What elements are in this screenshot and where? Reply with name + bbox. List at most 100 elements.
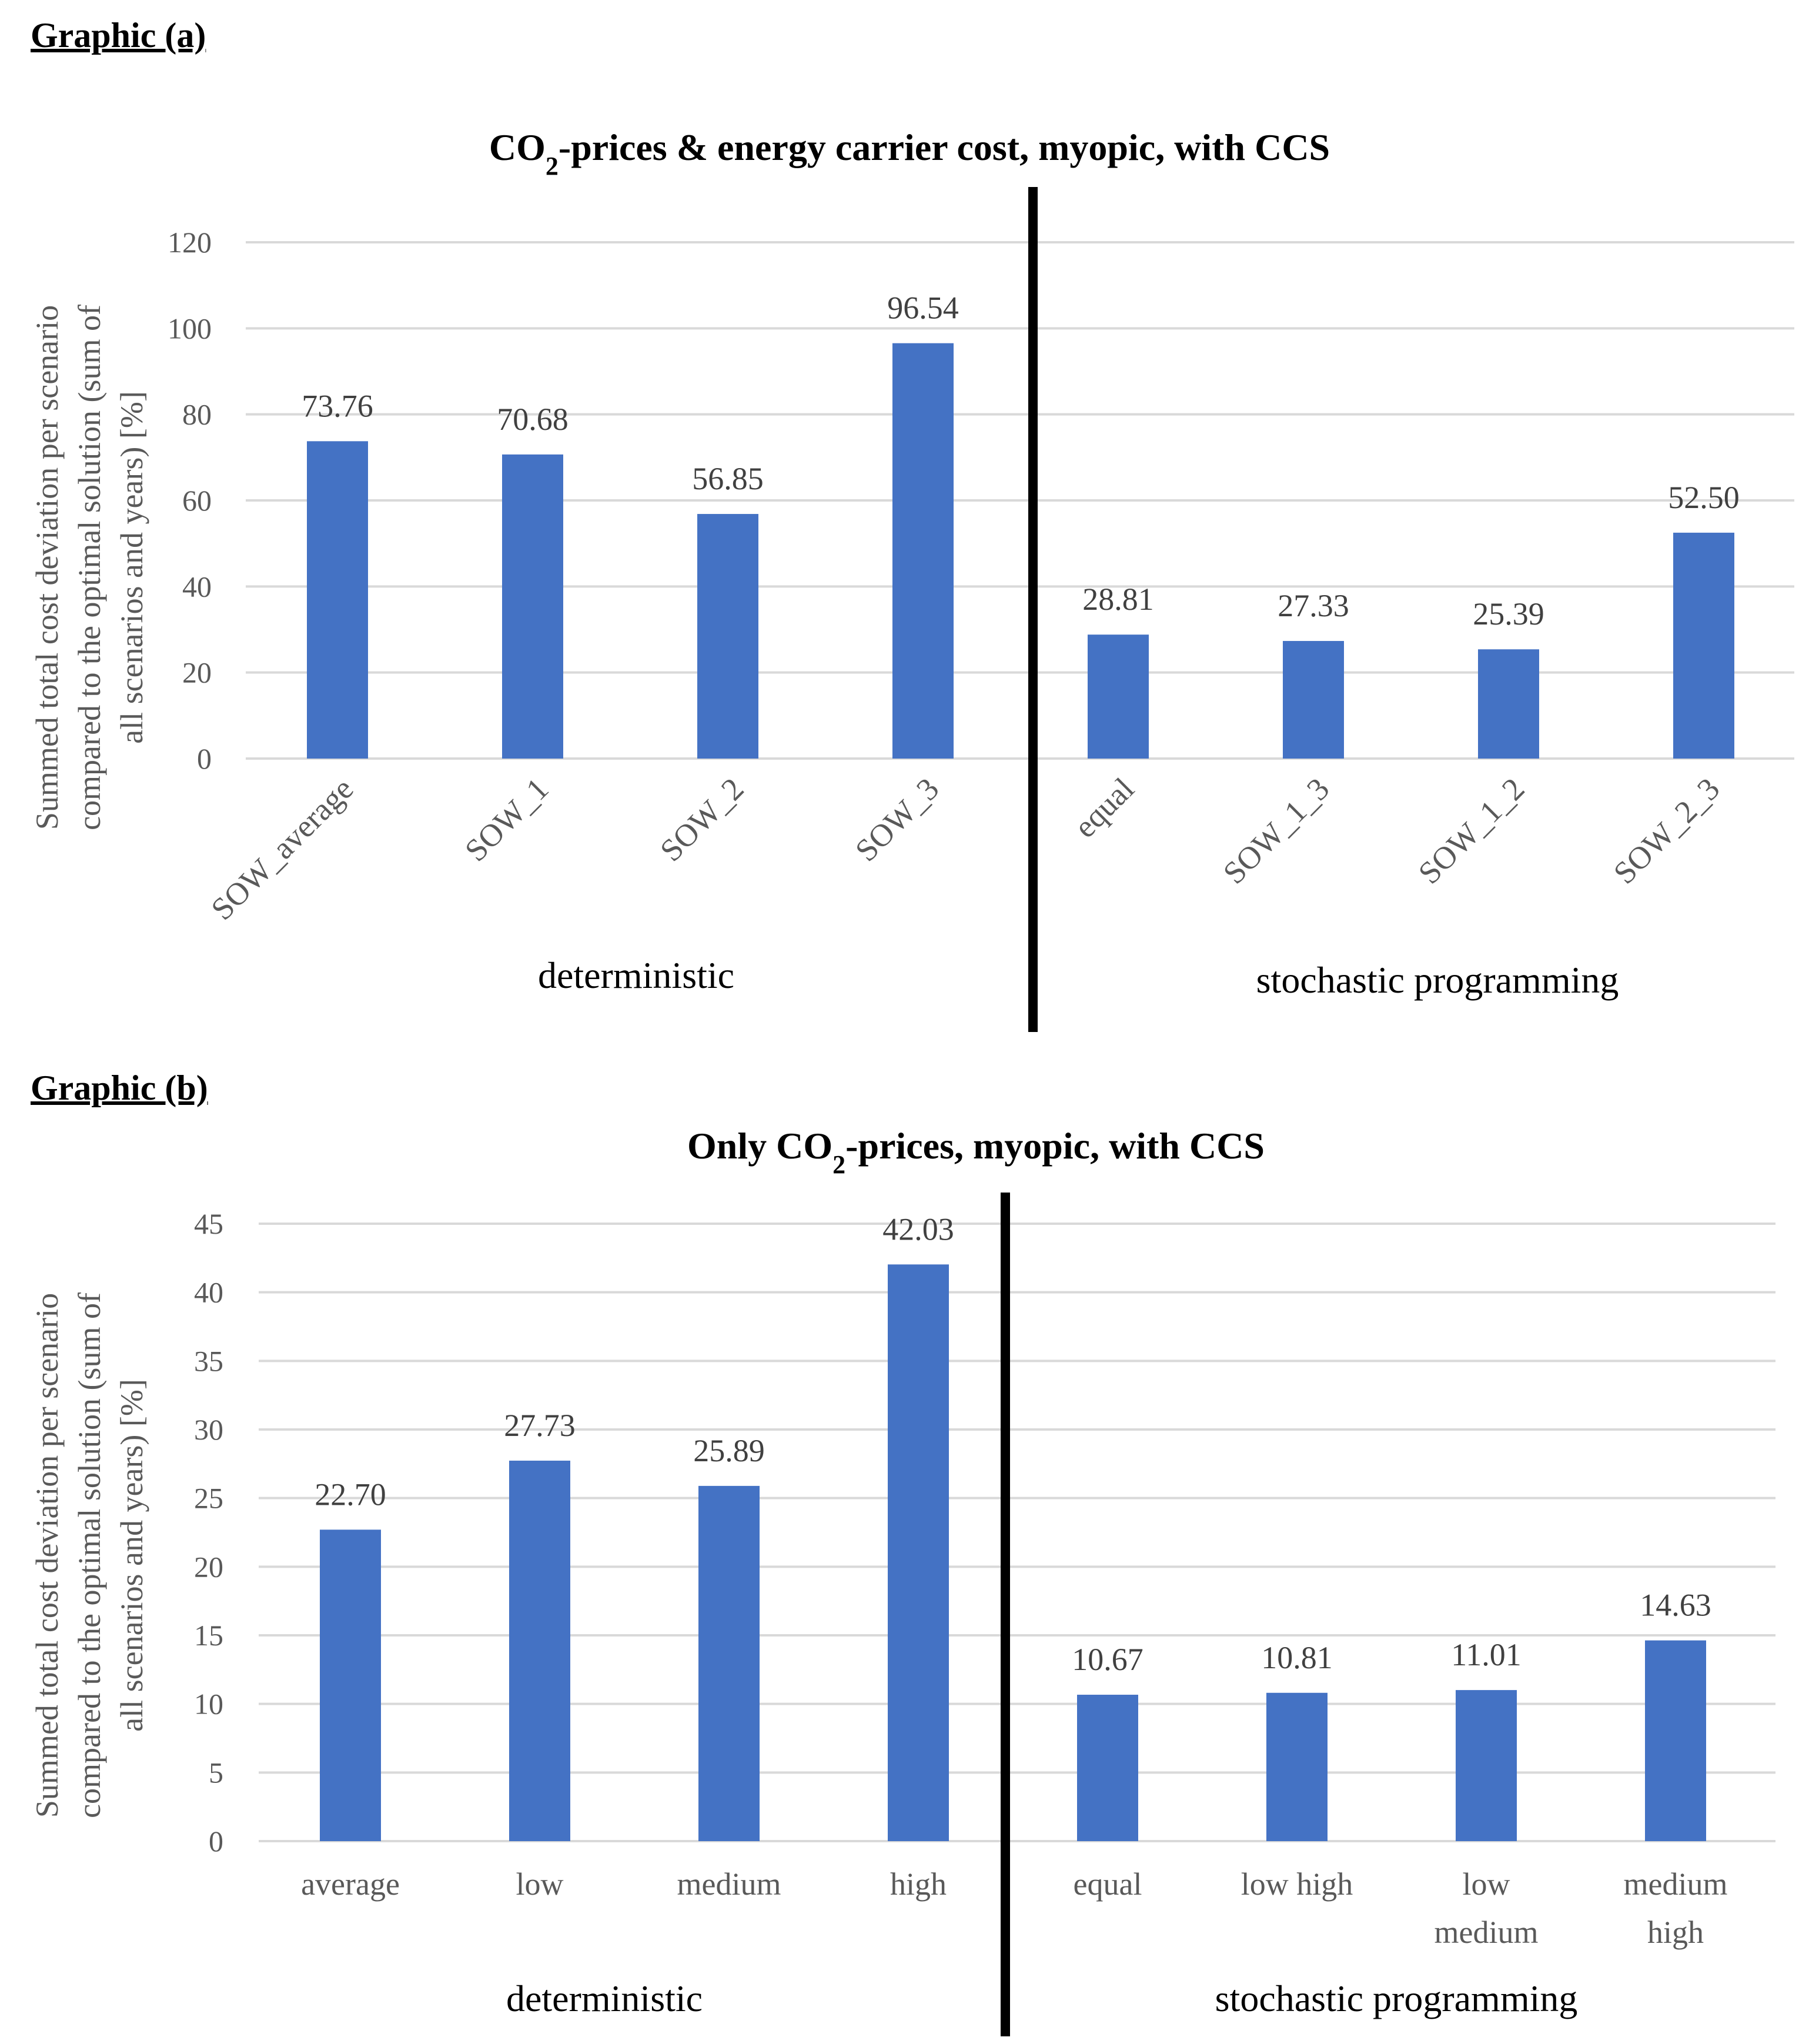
- chart-a-ylabel-line-3: all scenarios and years) [%]: [114, 391, 149, 744]
- chart-a-ylabel-line-2: compared to the optimal solution (sum of: [72, 305, 107, 830]
- chart-a-bar-SOW_3: [892, 343, 954, 759]
- chart-a-group-stochastic: stochastic programming: [1256, 959, 1619, 1001]
- chart-a-data-label: 52.50: [1668, 480, 1740, 515]
- chart-a-title: CO2-prices & energy carrier cost, myopic…: [489, 126, 1330, 181]
- chart-b-bar-low medium: [1456, 1690, 1517, 1841]
- chart-b-y-ticks: 0 5 10 15 20 25 30 35 40 45: [194, 1207, 223, 1858]
- chart-a-data-label: 96.54: [887, 290, 959, 326]
- chart-b-title-part2: -prices, myopic, with CCS: [845, 1125, 1265, 1167]
- chart-a-category-labels: SOW_average SOW_1 SOW_2 SOW_3 equal SOW_1_3 SO…: [204, 771, 1726, 927]
- chart-b-category-label: average: [301, 1866, 400, 1902]
- chart-b-category-label: low: [516, 1866, 564, 1902]
- chart-b-category-label: medium high: [1624, 1866, 1728, 1950]
- chart-b-y-tick-label: 35: [194, 1344, 223, 1377]
- chart-b: Graphic (b) Only CO2-prices, myopic, wit…: [29, 1068, 1775, 2036]
- chart-a-data-labels: 73.76 70.68 56.85 96.54 28.81 27.33 25.39 52.50: [302, 290, 1740, 632]
- chart-b-y-tick-label: 30: [194, 1413, 223, 1446]
- chart-b-title: Only CO2-prices, myopic, with CCS: [687, 1125, 1265, 1179]
- chart-a-bar-SOW_1_2: [1478, 649, 1539, 759]
- chart-a-y-tick-label: 80: [182, 398, 212, 431]
- chart-a-bar-SOW_2: [697, 514, 758, 759]
- chart-b-y-tick-label: 5: [209, 1756, 223, 1789]
- chart-b-data-label: 27.73: [504, 1408, 576, 1443]
- chart-b-data-label: 14.63: [1640, 1588, 1711, 1623]
- chart-b-data-label: 10.67: [1072, 1642, 1143, 1677]
- chart-b-gridlines: [259, 1223, 1775, 1842]
- chart-b-bar-high: [888, 1264, 949, 1841]
- chart-a-title-part1: CO: [489, 126, 546, 168]
- chart-b-bars: [320, 1264, 1706, 1841]
- chart-a-category-label: SOW_2: [653, 771, 750, 868]
- chart-b-y-tick-label: 20: [194, 1550, 223, 1583]
- chart-a-y-tick-label: 0: [197, 742, 212, 775]
- chart-b-title-subscript: 2: [832, 1150, 845, 1179]
- chart-a-y-tick-label: 40: [182, 570, 212, 603]
- chart-b-bar-average: [320, 1529, 381, 1841]
- chart-b-data-label: 22.70: [315, 1477, 386, 1512]
- chart-a-title-part2: -prices & energy carrier cost, myopic, w…: [559, 126, 1330, 168]
- chart-a-data-label: 28.81: [1082, 582, 1154, 617]
- chart-a-category-label: SOW_1_3: [1216, 771, 1336, 891]
- chart-b-category-label: equal: [1074, 1866, 1142, 1902]
- chart-a-category-label: SOW_3: [848, 771, 945, 868]
- chart-b-data-label: 10.81: [1261, 1640, 1333, 1675]
- chart-b-ylabel-line-2: compared to the optimal solution (sum of: [72, 1292, 107, 1818]
- chart-a-group-deterministic: deterministic: [538, 954, 734, 996]
- chart-b-bar-medium: [698, 1485, 760, 1841]
- chart-b-group-deterministic: deterministic: [506, 1978, 703, 2019]
- chart-a-data-label: 70.68: [497, 402, 569, 437]
- chart-b-data-label: 42.03: [882, 1211, 954, 1247]
- chart-b-data-labels: 22.70 27.73 25.89 42.03 10.67 10.81 11.01 14.63: [315, 1211, 1711, 1677]
- chart-b-category-label: low medium: [1435, 1866, 1539, 1950]
- chart-a-bar-SOW_1: [502, 454, 563, 759]
- chart-b-y-axis-label: Summed total cost deviation per scenario…: [29, 1292, 149, 1818]
- chart-b-category-label: medium: [677, 1866, 781, 1902]
- chart-b-title-part1: Only CO: [687, 1125, 832, 1167]
- chart-a-gridlines: [246, 241, 1794, 760]
- chart-b-y-tick-label: 40: [194, 1276, 223, 1309]
- chart-a-heading: Graphic (a): [31, 16, 206, 55]
- chart-b-bar-equal: [1077, 1695, 1138, 1841]
- chart-a-bar-SOW_1_3: [1283, 641, 1344, 759]
- chart-b-y-tick-label: 25: [194, 1482, 223, 1515]
- chart-b-data-label: 25.89: [693, 1433, 765, 1468]
- chart-b-y-tick-label: 15: [194, 1619, 223, 1652]
- chart-a-data-label: 25.39: [1473, 596, 1544, 632]
- chart-b-bar-low: [509, 1460, 570, 1841]
- chart-a-category-label: SOW_1: [458, 771, 555, 868]
- chart-b-bar-low high: [1266, 1692, 1328, 1841]
- chart-b-category-label: low high: [1241, 1866, 1353, 1902]
- chart-b-heading: Graphic (b): [31, 1068, 208, 1107]
- chart-a-y-tick-label: 20: [182, 656, 212, 689]
- chart-b-ylabel-line-1: Summed total cost deviation per scenario: [29, 1293, 65, 1818]
- chart-a-title-subscript: 2: [546, 152, 559, 181]
- chart-a-y-axis-label: Summed total cost deviation per scenario…: [29, 305, 149, 830]
- chart-b-y-tick-label: 10: [194, 1688, 223, 1721]
- chart-a-y-tick-label: 60: [182, 484, 212, 517]
- chart-a-y-tick-label: 120: [168, 226, 212, 259]
- chart-b-y-tick-label: 45: [194, 1207, 223, 1240]
- chart-a-category-label: SOW_2_3: [1607, 771, 1727, 891]
- chart-a-category-label: SOW_average: [204, 771, 360, 927]
- chart-b-category-labels: average low medium high equal low high low medi…: [301, 1866, 1727, 1950]
- chart-a-data-label: 73.76: [302, 388, 373, 423]
- chart-a-category-label: SOW_1_2: [1412, 771, 1532, 891]
- chart-a-bar-SOW_2_3: [1673, 532, 1734, 759]
- chart-b-y-tick-label: 0: [209, 1825, 223, 1858]
- chart-a-bar-equal: [1088, 634, 1149, 759]
- chart-b-bar-medium high: [1645, 1640, 1706, 1841]
- chart-a-category-label: equal: [1067, 771, 1141, 844]
- chart-a-ylabel-line-1: Summed total cost deviation per scenario: [29, 305, 65, 830]
- chart-b-group-stochastic: stochastic programming: [1215, 1978, 1578, 2019]
- chart-b-ylabel-line-3: all scenarios and years) [%]: [114, 1379, 149, 1732]
- chart-b-category-label: high: [890, 1866, 947, 1902]
- chart-a-data-label: 56.85: [692, 461, 764, 496]
- chart-a-bars: [307, 343, 1734, 759]
- chart-a-y-ticks: 0 20 40 60 80 100 120: [168, 226, 212, 775]
- chart-a-data-label: 27.33: [1278, 588, 1349, 623]
- chart-a-bar-SOW_average: [307, 441, 368, 759]
- chart-a: Graphic (a) CO2-prices & energy carrier …: [29, 16, 1794, 1032]
- chart-a-y-tick-label: 100: [168, 312, 212, 345]
- chart-b-data-label: 11.01: [1451, 1637, 1522, 1672]
